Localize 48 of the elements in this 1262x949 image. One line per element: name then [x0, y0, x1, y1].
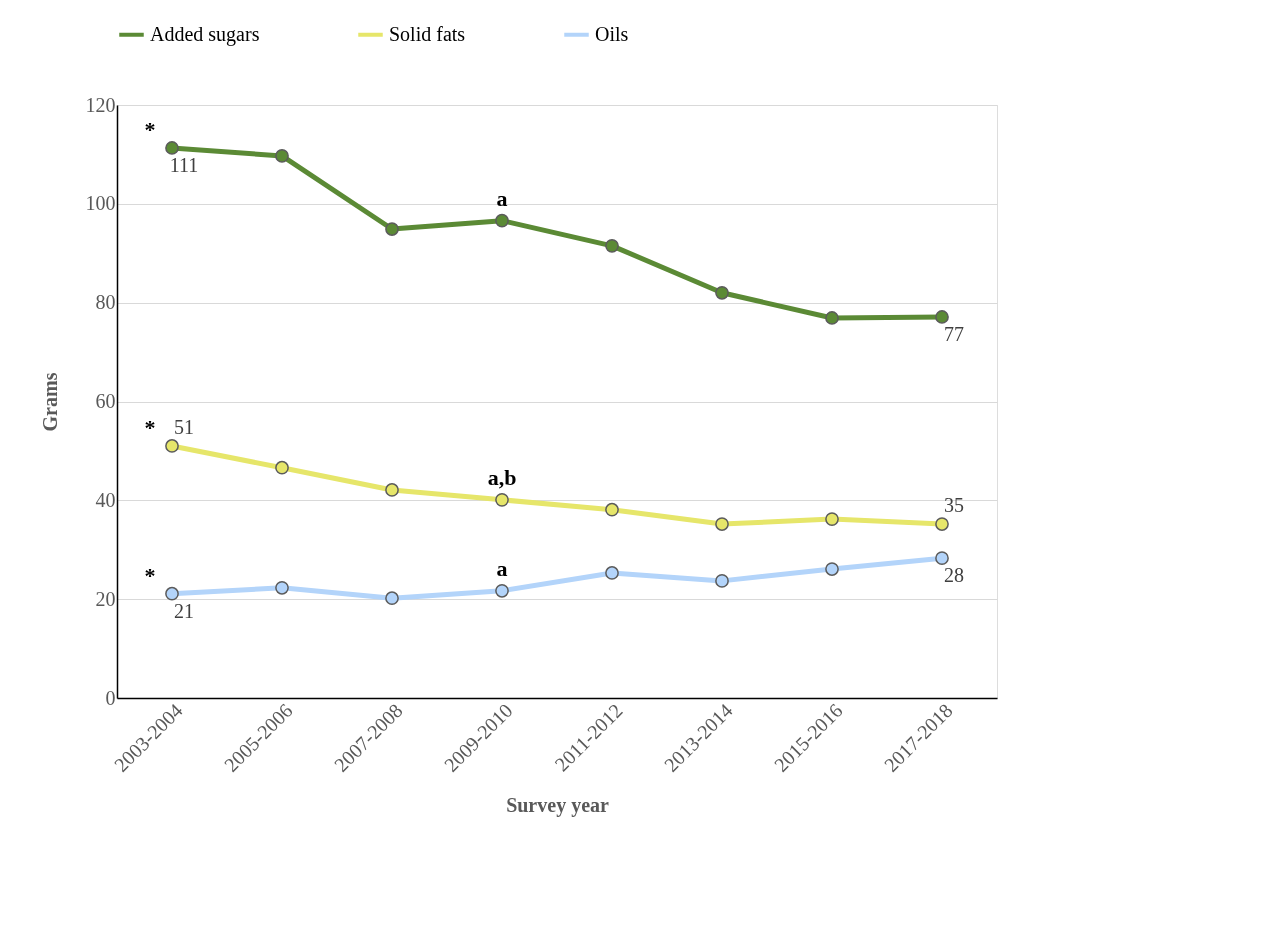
point [385, 483, 399, 497]
point [605, 502, 619, 517]
legend-label: Solid fats [389, 22, 466, 45]
point [935, 310, 949, 324]
point [495, 583, 509, 598]
y-tick-label: 80 [95, 291, 116, 314]
point [715, 574, 729, 588]
point [935, 551, 949, 566]
point [275, 580, 289, 595]
point [275, 460, 289, 475]
y-axis-title: Grams [38, 372, 61, 432]
y-tick-label: 40 [95, 488, 116, 511]
legend-label: Oils [595, 22, 629, 45]
point [275, 149, 289, 163]
annotation: a,b [487, 464, 517, 490]
point [165, 141, 179, 155]
annotation: * [144, 562, 156, 588]
data-label: 28 [944, 564, 964, 587]
point [605, 566, 619, 580]
data-label: 21 [174, 599, 194, 622]
y-tick-label: 20 [95, 587, 116, 610]
x-axis-title: Survey year [506, 793, 609, 817]
data-label: 51 [174, 415, 194, 438]
annotation: a [496, 185, 508, 211]
data-label: 35 [944, 494, 964, 517]
point [385, 591, 399, 606]
point [495, 213, 509, 228]
data-label: 111 [169, 153, 199, 176]
y-tick-label: 0 [105, 686, 116, 709]
y-tick-label: 100 [85, 192, 116, 215]
data-label: 77 [944, 323, 964, 345]
point [825, 512, 839, 526]
point [825, 311, 839, 325]
point [165, 439, 179, 453]
annotation: a [496, 555, 508, 581]
point [825, 562, 839, 576]
y-tick-label: 60 [95, 390, 116, 412]
y-tick-label: 120 [85, 93, 116, 116]
point [165, 586, 179, 601]
point [935, 517, 949, 531]
point [495, 492, 509, 507]
legend-label: Added sugars [150, 22, 260, 46]
annotation: * [144, 116, 156, 142]
point [715, 285, 729, 300]
annotation: * [144, 414, 156, 440]
point [385, 222, 399, 236]
point [715, 517, 729, 531]
point [605, 238, 619, 253]
